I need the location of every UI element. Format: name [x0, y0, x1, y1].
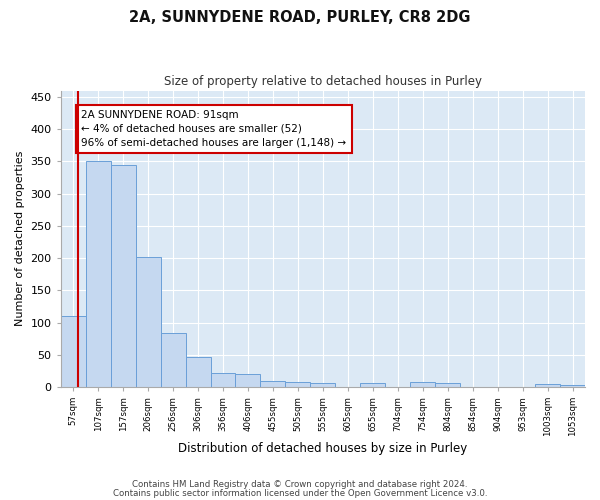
Bar	[361, 383, 385, 387]
Bar	[535, 384, 560, 387]
Bar	[86, 162, 110, 387]
Bar	[235, 374, 260, 387]
Bar	[260, 380, 286, 387]
Bar	[136, 257, 161, 387]
Text: Contains HM Land Registry data © Crown copyright and database right 2024.: Contains HM Land Registry data © Crown c…	[132, 480, 468, 489]
Bar	[435, 383, 460, 387]
Text: Contains public sector information licensed under the Open Government Licence v3: Contains public sector information licen…	[113, 489, 487, 498]
Bar	[211, 373, 235, 387]
Bar	[310, 383, 335, 387]
Text: 2A, SUNNYDENE ROAD, PURLEY, CR8 2DG: 2A, SUNNYDENE ROAD, PURLEY, CR8 2DG	[129, 10, 471, 25]
Title: Size of property relative to detached houses in Purley: Size of property relative to detached ho…	[164, 75, 482, 88]
Bar	[161, 333, 185, 387]
Y-axis label: Number of detached properties: Number of detached properties	[15, 151, 25, 326]
X-axis label: Distribution of detached houses by size in Purley: Distribution of detached houses by size …	[178, 442, 467, 455]
Bar	[560, 385, 585, 387]
Bar	[410, 382, 435, 387]
Bar	[286, 382, 310, 387]
Text: 2A SUNNYDENE ROAD: 91sqm
← 4% of detached houses are smaller (52)
96% of semi-de: 2A SUNNYDENE ROAD: 91sqm ← 4% of detache…	[82, 110, 347, 148]
Bar	[110, 164, 136, 387]
Bar	[61, 316, 86, 387]
Bar	[185, 358, 211, 387]
